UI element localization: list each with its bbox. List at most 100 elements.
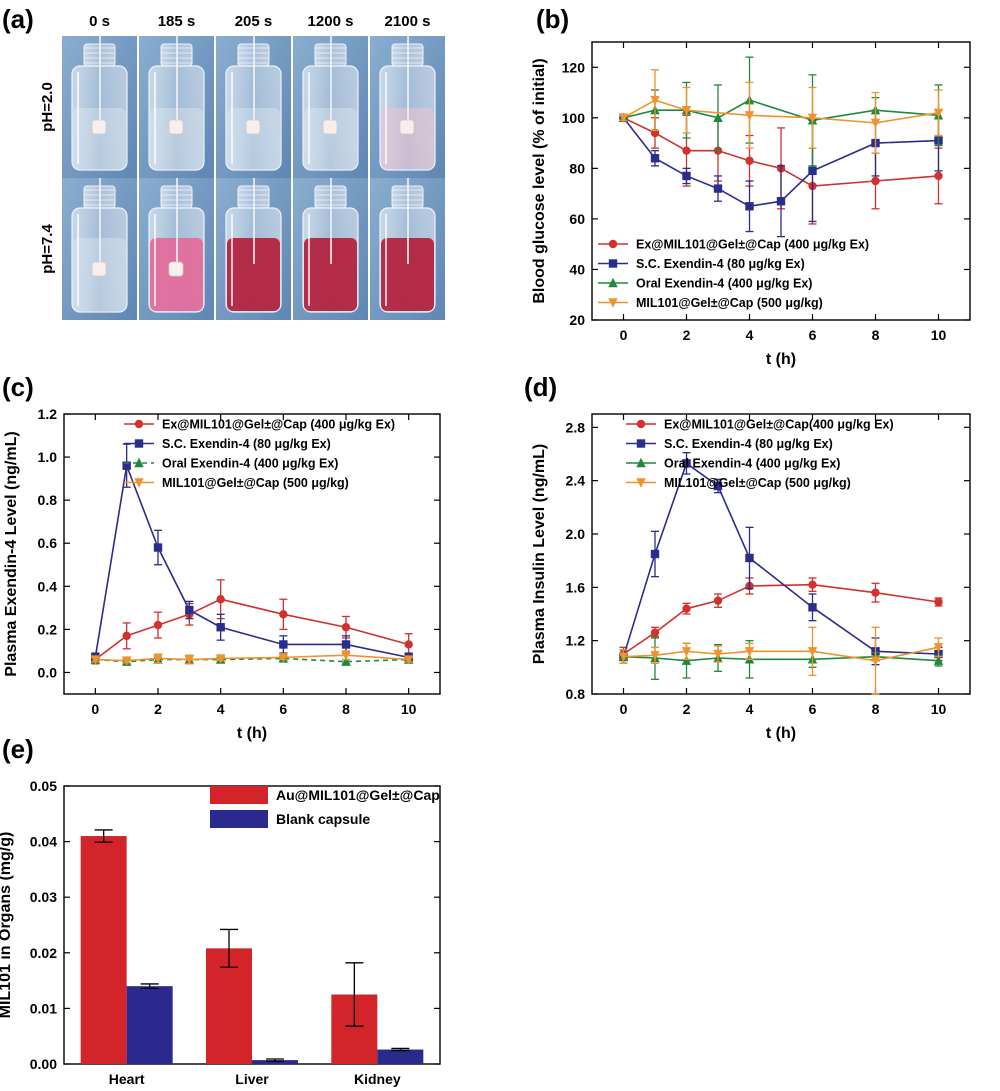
vial-liquid	[227, 108, 280, 169]
legend-label: Au@MIL101@Gel±@Cap	[276, 787, 440, 803]
y-tick-label: 20	[569, 312, 585, 328]
data-point	[933, 655, 944, 665]
x-tick-label: 10	[931, 327, 947, 343]
data-point	[871, 176, 880, 186]
series-3	[618, 626, 944, 695]
data-point	[808, 603, 817, 612]
plot-frame	[63, 413, 441, 695]
series-line	[94, 462, 409, 659]
data-point	[650, 651, 660, 661]
legend-label: Oral Exendin-4 (400 μg/kg Ex)	[162, 457, 338, 471]
y-tick-label: 2.0	[566, 526, 586, 542]
y-tick-label: 60	[569, 211, 585, 227]
vial-liquid	[381, 108, 434, 169]
vial-photo	[293, 178, 368, 320]
panel-b-label: (b)	[536, 4, 569, 34]
y-tick-label: 0.8	[38, 492, 58, 508]
capsule	[399, 119, 415, 135]
data-point	[153, 620, 163, 630]
x-tick-label: 4	[217, 701, 225, 717]
legend-label: Oral Exendin-4 (400 μg/kg Ex)	[636, 277, 812, 291]
y-tick-label: 2.8	[566, 419, 586, 435]
data-point	[650, 154, 660, 163]
data-point	[807, 647, 818, 657]
y-axis-title: MIL101 in Organs (mg/g)	[0, 832, 14, 1019]
y-tick-label: 0.03	[30, 889, 57, 905]
series-line	[94, 598, 409, 661]
vial-photo	[62, 36, 137, 178]
y-tick-label: 0.8	[566, 686, 586, 702]
data-point	[870, 118, 881, 129]
y-tick-label: 1.6	[566, 579, 586, 595]
y-tick-label: 1.0	[38, 449, 58, 465]
y-tick-label: 80	[569, 160, 585, 176]
data-point	[681, 106, 692, 116]
x-tick-label: 8	[872, 327, 880, 343]
vial-liquid	[304, 238, 357, 311]
x-tick-label: 6	[809, 701, 817, 717]
vial-rows: pH=2.0 pH=7.4	[39, 36, 445, 320]
plot-frame	[591, 41, 971, 321]
legend-marker	[636, 439, 646, 448]
data-point	[933, 643, 944, 653]
data-point	[90, 655, 101, 665]
y-tick-label: 40	[569, 261, 585, 277]
vial-photo	[62, 178, 137, 320]
data-point	[745, 202, 754, 211]
data-point	[713, 596, 723, 605]
capsule	[322, 119, 338, 135]
data-point	[650, 549, 660, 559]
vial-photo	[216, 36, 291, 178]
data-point	[122, 631, 131, 641]
row-ph-label: pH=7.4	[39, 224, 56, 274]
panel-d-label: (d)	[524, 372, 557, 402]
series-0	[619, 577, 943, 662]
data-point	[870, 656, 881, 666]
data-point	[279, 640, 288, 649]
y-tick-label: 0.6	[38, 535, 58, 551]
bar	[126, 986, 173, 1064]
capsule	[91, 119, 107, 135]
y-tick-label: 1.2	[566, 633, 586, 649]
y-tick-label: 120	[562, 59, 586, 75]
time-label: 1200 s	[308, 13, 354, 30]
legend-marker	[608, 298, 618, 308]
data-point	[279, 610, 288, 619]
time-labels: 0 s 185 s 205 s 1200 s 2100 s	[89, 13, 430, 30]
x-tick-label: 4	[746, 327, 754, 343]
panel-c-label: (c)	[2, 372, 34, 402]
legend-marker	[636, 478, 646, 488]
category-label: Heart	[109, 1071, 145, 1087]
series-line	[623, 646, 939, 662]
capsule	[168, 119, 184, 135]
data-point	[650, 95, 660, 106]
vial-photo	[216, 178, 291, 320]
data-point	[808, 166, 817, 176]
legend-label: Ex@MIL101@Gel±@Cap (400 μg/kg Ex)	[636, 238, 869, 252]
y-tick-label: 0.05	[30, 778, 57, 794]
series-line	[623, 655, 939, 662]
series-3	[618, 69, 944, 154]
data-point	[216, 595, 225, 604]
data-point	[682, 459, 691, 468]
data-point	[650, 628, 660, 637]
x-tick-label: 6	[279, 701, 287, 717]
y-tick-label: 0.02	[30, 945, 57, 961]
data-point	[871, 588, 880, 597]
series-line	[95, 654, 409, 662]
panel-a-label: (a)	[2, 4, 34, 34]
legend-label: MIL101@Gel±@Cap (500 μg/kg)	[664, 476, 851, 490]
data-point	[185, 605, 194, 615]
data-point	[153, 543, 163, 552]
y-tick-label: 2.4	[566, 473, 586, 489]
x-tick-label: 10	[401, 701, 417, 717]
y-axis-title: Blood glucose level (% of initial)	[531, 58, 548, 303]
vial-liquid	[304, 108, 357, 169]
x-tick-label: 4	[746, 701, 754, 717]
capsule	[245, 119, 261, 135]
bar	[252, 1060, 298, 1064]
data-point	[713, 184, 723, 193]
data-point	[403, 655, 414, 665]
legend: Ex@MIL101@Gel±@Cap(400 μg/kg Ex) S.C. Exe…	[626, 418, 894, 490]
